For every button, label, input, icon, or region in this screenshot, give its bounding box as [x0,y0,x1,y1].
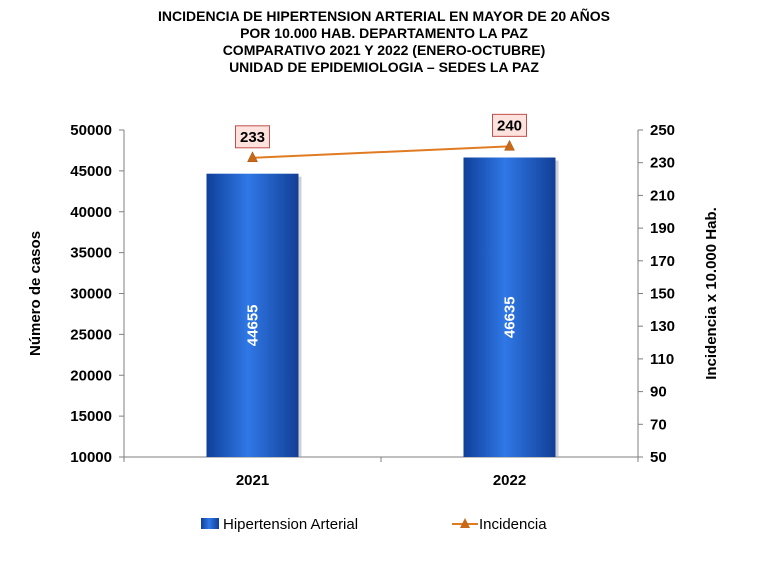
incidencia-marker [247,151,258,163]
bar-2022 [463,157,556,457]
title-line-4: UNIDAD DE EPIDEMIOLOGIA – SEDES LA PAZ [229,59,539,75]
title-line-3: COMPARATIVO 2021 Y 2022 (ENERO-OCTUBRE) [222,42,546,58]
y-tick-label: 15000 [70,408,112,425]
incidencia-line [252,145,510,159]
y2-tick-label: 50 [650,449,667,466]
y-tick-label: 25000 [70,326,112,343]
y-tick-label: 40000 [70,204,112,221]
legend-marker-line [460,518,470,528]
title-line-2: POR 10.000 HAB. DEPARTAMENTO LA PAZ [240,25,528,41]
y-tick-label: 30000 [70,286,112,303]
y2-tick-label: 70 [650,416,667,433]
y2-tick-label: 190 [650,220,675,237]
bar-value-label: 44655 [245,304,262,346]
y2-tick-label: 90 [650,384,667,401]
y-tick-label: 10000 [70,449,112,466]
y-tick-label: 35000 [70,245,112,262]
y-axis-title: Número de casos [27,231,44,356]
chart-title: INCIDENCIA DE HIPERTENSION ARTERIAL EN M… [0,8,768,76]
y2-tick-label: 170 [650,253,675,270]
incidencia-label-box [492,113,527,137]
y2-tick-label: 250 [650,122,675,139]
x-tick-label: 2021 [236,472,269,489]
legend-swatch-bar [201,518,219,529]
legend-label-bar: Hipertension Arterial [223,516,358,533]
y2-tick-label: 210 [650,187,675,204]
x-tick-label: 2022 [493,472,526,489]
y-tick-label: 50000 [70,122,112,139]
title-line-1: INCIDENCIA DE HIPERTENSION ARTERIAL EN M… [158,8,610,24]
incidencia-value-label: 233 [240,129,265,146]
y2-tick-label: 230 [650,155,675,172]
incidencia-marker [504,139,515,151]
incidencia-label-box [235,125,270,149]
y-tick-label: 45000 [70,163,112,180]
y2-axis-title: Incidencia x 10.000 Hab. [703,207,720,380]
y2-tick-label: 130 [650,318,675,335]
bar-value-label: 46635 [502,296,519,338]
y2-tick-label: 110 [650,351,674,368]
bar-2021 [206,173,299,457]
y-tick-label: 20000 [70,367,112,384]
legend-label-line: Incidencia [479,516,547,533]
y2-tick-label: 150 [650,286,675,303]
incidencia-value-label: 240 [497,117,522,134]
